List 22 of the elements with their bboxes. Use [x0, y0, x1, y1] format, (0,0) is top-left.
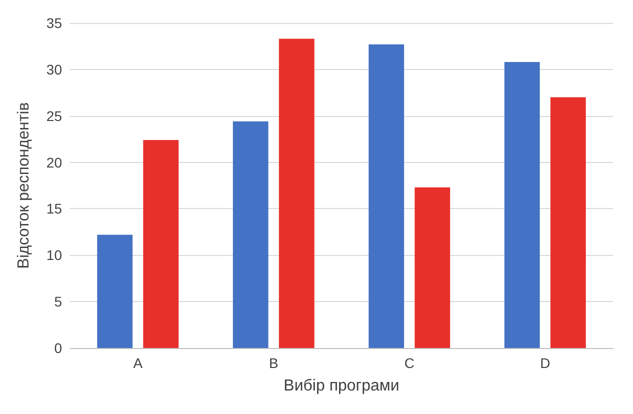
- x-tick-label: B: [268, 355, 278, 371]
- bar: [504, 62, 540, 348]
- y-tick-label: 15: [46, 200, 62, 217]
- bar: [278, 38, 314, 348]
- y-tick-label: 35: [46, 15, 62, 31]
- bar: [414, 187, 450, 348]
- y-tick-label: 0: [54, 340, 62, 356]
- y-tick-label: 20: [46, 154, 62, 170]
- bar: [143, 140, 179, 348]
- y-tick-label: 5: [54, 294, 62, 310]
- bar: [368, 44, 404, 348]
- x-tick-label: D: [540, 355, 550, 371]
- y-tick-label: 30: [46, 61, 62, 78]
- y-tick-label: 10: [46, 247, 62, 264]
- x-tick-label: A: [133, 355, 144, 371]
- x-axis-title: Вибір програми: [284, 378, 400, 394]
- bar: [550, 97, 586, 348]
- bar: [232, 121, 268, 348]
- y-axis-title: Відсоток респондентів: [16, 102, 32, 269]
- x-tick-label: C: [404, 355, 414, 371]
- y-tick-label: 25: [46, 108, 62, 124]
- bar: [97, 234, 133, 348]
